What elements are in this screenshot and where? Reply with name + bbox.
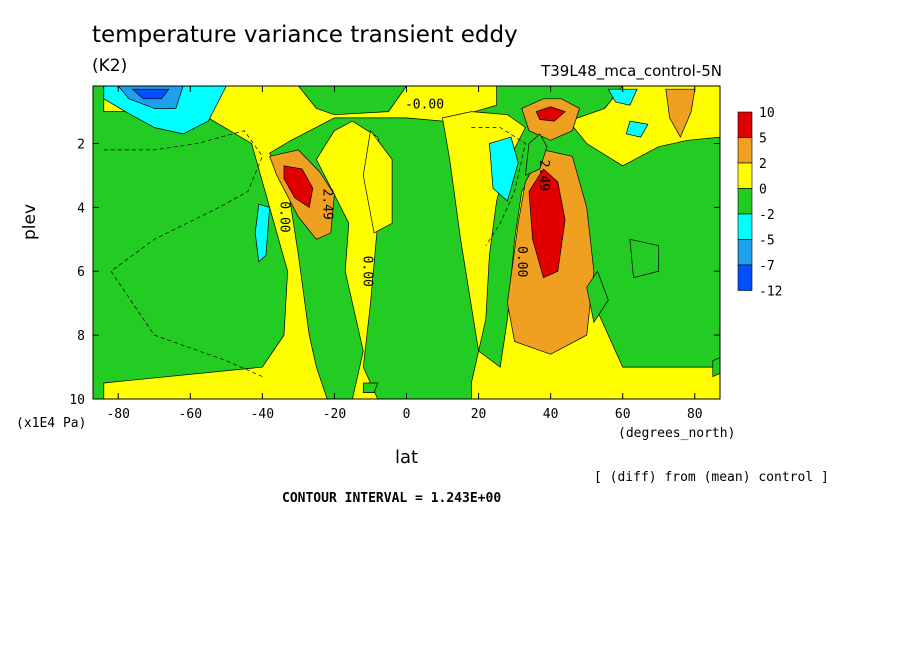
contour-interval: CONTOUR INTERVAL = 1.243E+00 [282,491,502,506]
contour-label: 0.00 [514,246,529,277]
diff-note: [ (diff) from (mean) control ] [594,470,829,485]
contour-label: 2.49 [536,160,551,191]
run-label: T39L48_mca_control-5N [541,62,722,80]
chart-units: (K2) [92,56,128,76]
contour-region-0to2 [362,129,393,234]
legend-label: -2 [759,208,775,223]
x-axis-units: (degrees_north) [618,426,736,441]
contour-label: 0.00 [276,201,291,232]
contour-region-5to10 [535,106,566,122]
contour-region-m5tom2 [625,120,649,138]
contour-region-5to10 [528,168,566,279]
legend-swatch [737,137,753,164]
contour-label: 0.00 [359,256,374,287]
y-tick-label: 10 [69,393,85,408]
contour-region-5to10 [283,165,314,208]
x-tick-label: -20 [323,407,346,422]
y-tick-label: 4 [77,201,85,216]
x-tick-label: 0 [403,407,411,422]
legend-label: 2 [759,157,767,172]
legend-swatch [737,239,753,266]
chart-title: temperature variance transient eddy [92,22,518,48]
legend-label: -12 [759,285,782,300]
contour-label: -0.00 [405,97,444,112]
legend-label: 0 [759,183,767,198]
x-tick-label: -40 [251,407,274,422]
x-tick-label: -80 [106,407,129,422]
contour-region-m5tom2 [607,88,638,106]
x-tick-label: 60 [615,407,631,422]
contour-region-m5tom2 [254,203,270,263]
x-tick-label: 20 [471,407,487,422]
legend-swatch [737,162,753,189]
dashed-contour [471,127,526,246]
contour-region-m2to0 [362,382,379,393]
x-tick-label: 40 [543,407,559,422]
y-tick-label: 2 [77,137,85,152]
contour-region-m2to0 [712,356,721,378]
contour-region-2to5 [665,88,696,138]
contour-region-m2to0 [586,270,609,324]
y-tick-label: 8 [77,329,85,344]
x-tick-label: -60 [179,407,202,422]
contour-region-m12tom7 [131,88,170,100]
legend-label: -5 [759,234,775,249]
legend-swatch [737,111,753,138]
y-axis-units: (x1E4 Pa) [16,416,87,431]
dashed-contour [103,130,263,377]
contour-label: 2.49 [320,189,335,220]
legend-swatch [737,188,753,215]
contour-region-0to2 [103,85,497,400]
x-tick-label: 80 [687,407,703,422]
y-tick-label: 6 [77,265,85,280]
contour-region-m5tom2 [489,136,519,202]
contour-region-m2to0 [629,238,660,279]
legend-swatch [737,264,753,291]
legend-label: -7 [759,259,775,274]
x-axis-label: lat [395,447,419,468]
legend-swatch [737,213,753,240]
legend-label: 10 [759,106,775,121]
contour-region-m2to0 [524,133,548,176]
legend-label: 5 [759,132,767,147]
